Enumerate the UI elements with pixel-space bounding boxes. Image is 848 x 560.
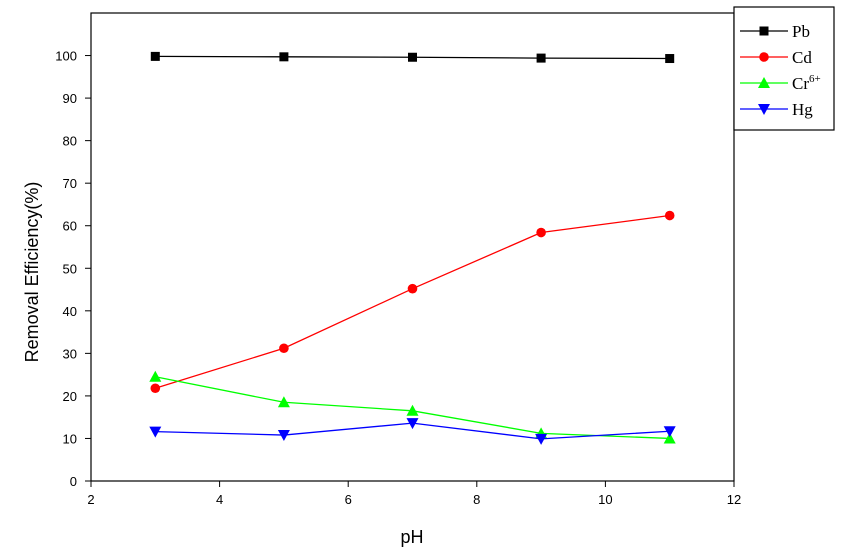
series-cd (150, 210, 675, 394)
legend-item-hg[interactable]: Hg (740, 100, 813, 119)
legend-label-text: Hg (792, 100, 813, 119)
y-tick-label: 10 (63, 431, 77, 446)
legend-marker-hg (758, 104, 770, 115)
data-point-cd (150, 383, 161, 394)
data-point-pb (279, 52, 289, 62)
legend-marker-cr (758, 77, 770, 88)
x-tick-label: 6 (345, 492, 352, 507)
y-tick-label: 0 (70, 474, 77, 489)
legend-label: Cr6+ (792, 73, 821, 93)
x-axis-ticks: 2 4 6 8 10 12 (87, 481, 741, 507)
axes (90, 12, 735, 482)
x-axis-title: pH (400, 527, 423, 547)
legend-item-pb[interactable]: Pb (740, 22, 810, 41)
legend-label-text: Cr (792, 74, 809, 93)
data-point-hg (406, 418, 419, 430)
y-tick-label: 90 (63, 91, 77, 106)
legend-item-cd[interactable]: Cd (740, 48, 812, 67)
data-point-hg (663, 426, 676, 438)
y-tick-label: 30 (63, 346, 77, 361)
x-tick-label: 12 (727, 492, 741, 507)
data-point-cd (536, 227, 546, 238)
y-tick-label: 20 (63, 389, 77, 404)
legend[interactable]: Pb Cd Cr6+ Hg (733, 6, 835, 131)
x-tick-label: 2 (87, 492, 94, 507)
series-layer (149, 51, 676, 445)
y-tick-label: 40 (63, 304, 77, 319)
y-tick-label: 60 (63, 219, 77, 234)
data-point-pb (536, 53, 546, 63)
legend-item-cr[interactable]: Cr6+ (740, 73, 821, 93)
legend-label: Pb (792, 22, 810, 41)
data-point-cd (279, 343, 289, 354)
data-point-cr (406, 404, 419, 416)
y-axis-title: Removal Efficiency(%) (22, 182, 42, 363)
y-tick-label: 70 (63, 176, 77, 191)
y-axis-ticks: 0 10 20 30 40 50 60 70 80 90 100 (55, 49, 91, 489)
data-point-hg (149, 426, 162, 438)
data-point-pb (150, 51, 160, 61)
legend-label-text: Pb (792, 22, 810, 41)
x-tick-label: 8 (473, 492, 480, 507)
data-point-hg (277, 430, 290, 442)
legend-marker-cd (759, 52, 769, 62)
data-point-cd (664, 210, 675, 221)
y-tick-label: 80 (63, 134, 77, 149)
legend-box (733, 6, 835, 131)
data-point-hg (535, 433, 548, 445)
legend-label: Hg (792, 100, 813, 119)
data-point-cr (149, 370, 162, 382)
series-line-cd (155, 214, 670, 389)
data-point-pb (408, 52, 417, 62)
legend-label: Cd (792, 48, 812, 67)
data-point-cr (277, 396, 290, 408)
data-point-pb (665, 54, 675, 64)
x-tick-label: 10 (598, 492, 612, 507)
data-point-cr (663, 432, 676, 444)
series-cr (149, 370, 676, 444)
series-pb (150, 51, 675, 64)
data-point-cd (407, 283, 418, 294)
y-tick-label: 50 (63, 261, 77, 276)
legend-label-text: Cd (792, 48, 812, 67)
y-tick-label: 100 (55, 49, 77, 64)
x-tick-label: 4 (216, 492, 223, 507)
plot-frame (90, 12, 735, 482)
legend-label-superscript: 6+ (809, 73, 821, 85)
legend-marker-pb (759, 26, 769, 36)
series-hg (149, 418, 676, 445)
